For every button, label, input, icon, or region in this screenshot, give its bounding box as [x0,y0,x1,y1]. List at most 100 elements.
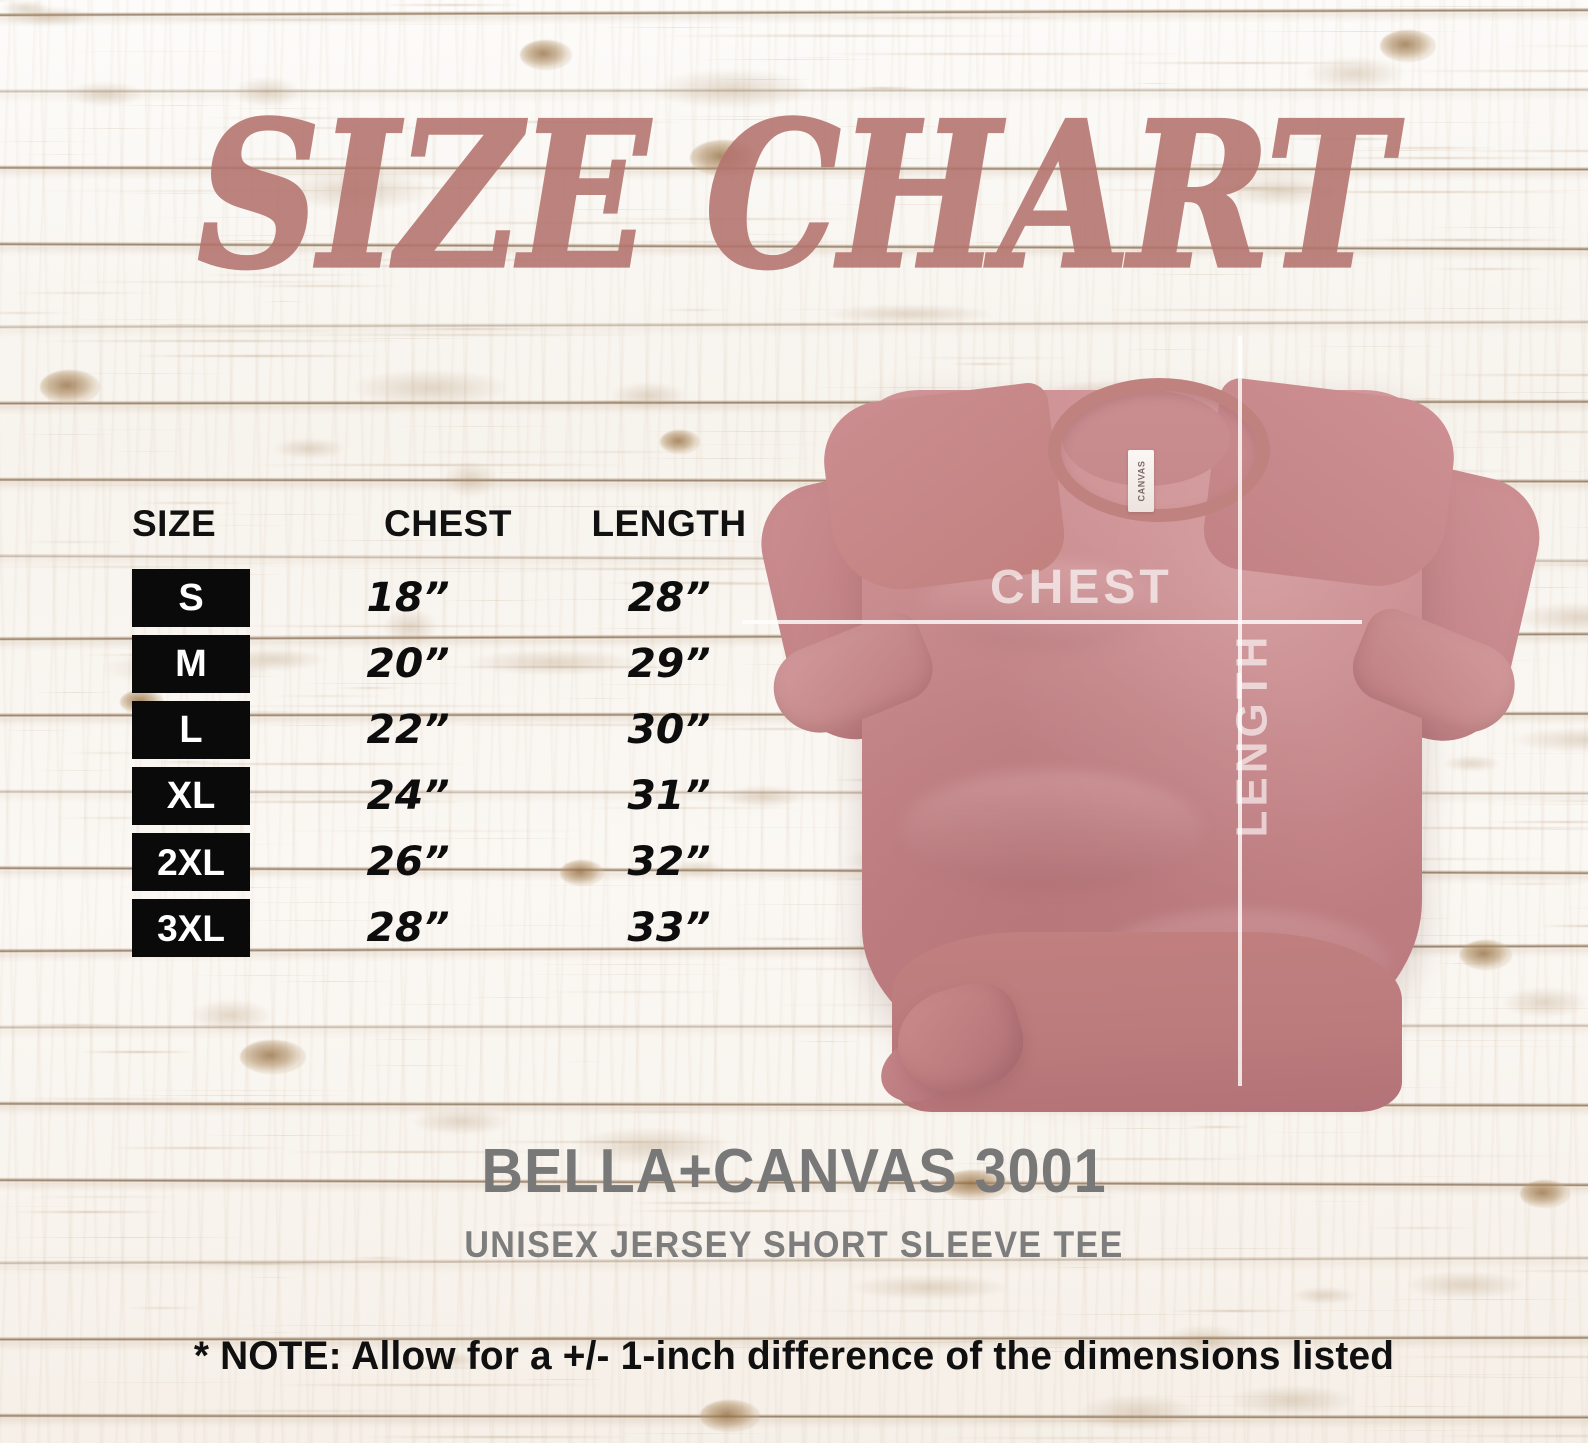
wood-knot [1460,940,1512,970]
wood-grain-line [378,3,522,6]
wood-grain-line [447,121,687,124]
size-label-box: 2XL [132,833,250,891]
wood-knot [560,860,604,886]
wood-grain-line [487,1140,746,1143]
wood-grain-line [579,324,844,327]
wood-grain-line [818,53,1186,56]
brand-name: BELLA+CANVAS 3001 [481,1137,1107,1206]
tshirt-image: CANVAS [742,332,1552,1122]
size-label: M [175,643,207,685]
wood-grain-line [901,356,1080,359]
wood-grain-line [729,937,855,940]
wood-grain-line [349,1257,410,1260]
wood-grain-line [1539,925,1588,928]
wood-grain-line [597,217,867,220]
chest-value: 22” [366,707,450,753]
crew-neck-collar [1048,378,1270,522]
wood-grain-line [276,334,650,337]
wood-grain-line [1493,44,1588,47]
length-overlay-label: LENGTH [1227,632,1277,838]
wood-grain-line [639,1248,702,1251]
wood-grain-line [169,157,422,160]
wood-knot [1520,1180,1570,1208]
wood-grain-line [0,566,254,569]
wood-grain-line [1007,1157,1267,1160]
wood-knot [700,1400,760,1432]
size-table: SIZE CHEST LENGTH S 18” 28” M 20” 29” L 22” 30” X… [132,497,772,965]
wood-grain-line [434,724,762,727]
wood-grain-line [181,800,477,803]
wood-grain-line [138,502,244,505]
column-header-length: LENGTH [591,503,747,544]
wood-grain-line [127,1307,199,1310]
wood-grain-line [11,1211,167,1214]
size-label: S [178,577,204,619]
wood-knot [940,1170,1010,1200]
wood-grain-line [1481,883,1586,886]
chest-measure-line [742,620,1362,624]
wood-grain-line [266,829,600,832]
wood-grain-line [1431,268,1549,271]
wood-grain-line [927,1340,1030,1343]
measurement-note: * NOTE: Allow for a +/- 1-inch differenc… [193,1334,1395,1378]
wood-grain-line [504,1224,648,1227]
wood-grain-line [61,751,156,754]
wood-grain-line [590,1110,729,1113]
size-label: XL [166,775,216,817]
wood-grain-line [657,34,1029,37]
wood-grain-line [600,582,795,585]
wood-grain-line [286,1151,537,1154]
wood-grain-line [829,779,891,781]
wood-grain-line [265,695,388,698]
table-row: 3XL 28” 33” [132,899,772,957]
size-label-box: L [132,701,250,759]
wood-grain-line [1357,146,1499,149]
chest-value: 24” [366,773,450,819]
neck-tag-text: CANVAS [1136,460,1146,502]
wood-grain-line [688,582,803,585]
wood-grain-line [5,291,159,294]
wood-grain-line [338,686,402,689]
wood-grain-line [128,354,383,357]
wood-grain-line [1262,191,1584,194]
wood-grain-line [1316,156,1560,159]
wood-grain-line [0,312,72,315]
wood-knot [660,430,700,454]
wood-grain-line [398,328,540,331]
chest-value: 18” [366,575,450,621]
wood-grain-line [1286,137,1409,140]
wood-grain-line [361,1367,503,1370]
size-label-box: XL [132,767,250,825]
wood-grain-line [215,625,580,628]
wood-grain-line [308,186,609,189]
wood-knot [690,140,758,176]
length-value: 29” [627,641,711,687]
length-value: 33” [627,905,711,951]
wood-grain-line [1200,186,1299,189]
size-label-box: S [132,569,250,627]
wood-grain-line [391,221,750,224]
wood-grain-line [0,0,20,2]
wood-grain-line [25,1195,182,1198]
wood-grain-line [1390,69,1588,72]
wood-grain-line [437,1336,681,1339]
wood-grain-line [205,711,313,714]
wood-grain-line [950,362,1019,365]
table-body: S 18” 28” M 20” 29” L 22” 30” XL 24” 31” 2XL 26” 32” 3X… [132,569,772,957]
wood-grain-line [276,258,643,261]
wood-grain-line [933,1437,1235,1440]
wood-grain-line [1352,238,1576,241]
wood-grain-line [252,464,629,467]
wood-grain-line [78,1051,195,1054]
wood-grain-line [182,329,337,332]
table-header-row: SIZE CHEST LENGTH [132,497,772,545]
column-header-size: SIZE [132,503,217,544]
wood-grain-line [541,991,732,994]
chest-value: 20” [366,641,450,687]
chest-value: 26” [366,839,450,885]
wood-grain-line [169,1263,349,1266]
wood-grain-line [1461,149,1588,152]
wood-grain-line [412,450,579,453]
wood-grain-line [1168,1309,1299,1312]
wood-grain-line [153,126,502,129]
